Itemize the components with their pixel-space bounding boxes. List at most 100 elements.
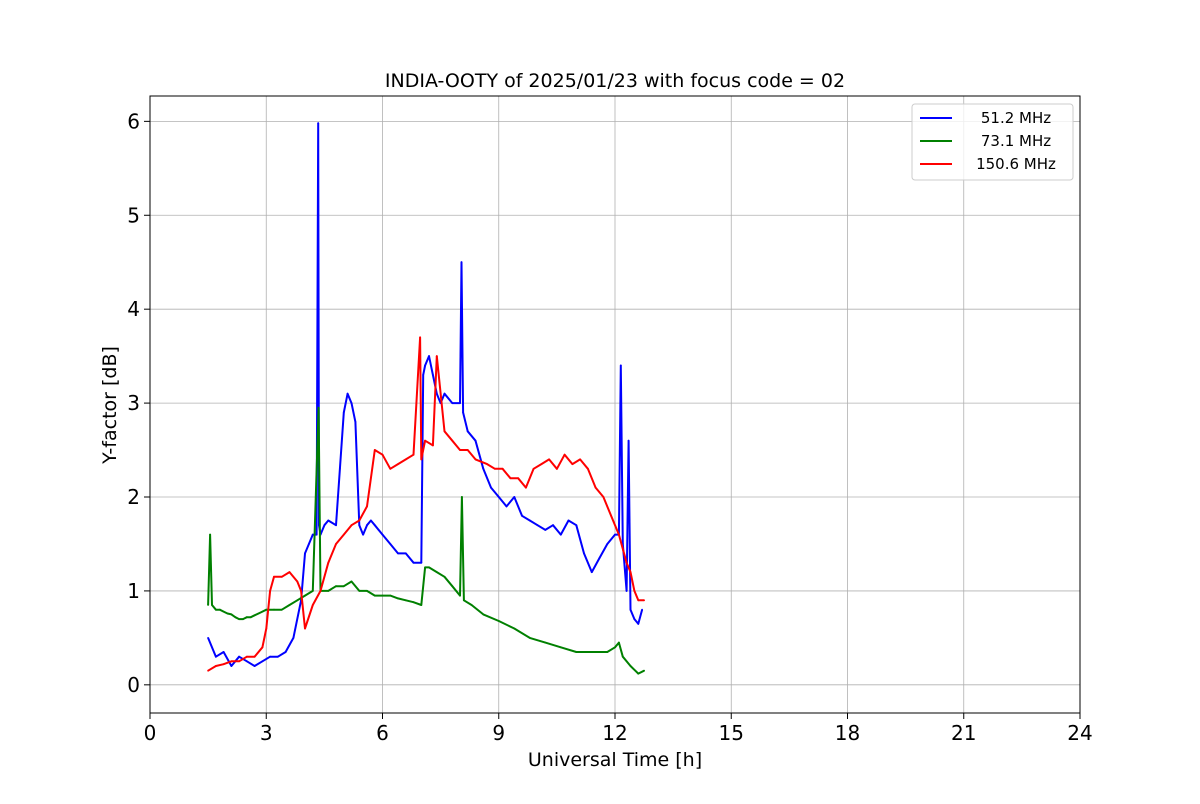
data-point (482, 467, 485, 470)
legend-label: 51.2 MHz (981, 109, 1051, 127)
data-point (627, 439, 630, 442)
data-point (230, 613, 233, 616)
data-point (304, 627, 306, 630)
data-point (381, 533, 384, 536)
data-point (366, 505, 368, 508)
data-point (497, 620, 500, 622)
data-point (466, 430, 469, 433)
data-point (525, 486, 527, 489)
data-point (373, 594, 376, 597)
data-point (317, 406, 320, 409)
data-point (633, 618, 636, 620)
data-point (370, 519, 372, 522)
data-point (253, 665, 256, 667)
data-point (253, 614, 256, 617)
data-point (273, 575, 275, 578)
data-point (346, 392, 349, 395)
data-point (366, 590, 368, 592)
data-point (482, 613, 485, 616)
x-tick-label: 24 (1067, 721, 1092, 745)
data-point (215, 608, 217, 611)
x-tick-label: 9 (492, 721, 505, 745)
data-point (397, 552, 399, 555)
data-point (277, 655, 279, 658)
data-point (422, 374, 425, 376)
x-tick-label: 18 (835, 721, 860, 745)
data-point (257, 612, 260, 615)
data-point (598, 557, 601, 559)
data-point (528, 519, 531, 522)
data-point (509, 477, 512, 480)
data-point (505, 505, 508, 508)
data-point (474, 439, 477, 442)
data-point (637, 672, 640, 675)
data-point (432, 374, 434, 376)
data-point (381, 594, 384, 597)
data-point (606, 543, 609, 545)
data-point (443, 575, 446, 578)
data-point (265, 627, 268, 630)
data-point (381, 453, 384, 456)
data-point (211, 604, 213, 606)
data-point (335, 524, 337, 527)
data-point (242, 618, 244, 620)
data-point (280, 575, 283, 578)
data-point (261, 660, 264, 663)
data-point (532, 467, 535, 470)
chart-title: INDIA-OOTY of 2025/01/23 with focus code… (385, 70, 845, 92)
data-point (269, 655, 271, 658)
data-point (528, 637, 531, 639)
data-point (373, 524, 376, 527)
data-point (559, 533, 562, 536)
data-point (358, 519, 361, 522)
data-point (540, 463, 543, 465)
x-tick-label: 15 (719, 721, 744, 745)
data-point (319, 590, 322, 592)
data-point (412, 601, 415, 604)
data-point (397, 463, 399, 465)
y-tick-label: 0 (127, 673, 140, 697)
data-point (548, 458, 550, 461)
data-point (419, 336, 421, 339)
data-point (222, 651, 225, 653)
data-point (397, 597, 399, 600)
data-point (428, 355, 430, 357)
data-point (567, 519, 570, 522)
series-line-0 (207, 122, 644, 667)
data-point (470, 604, 473, 606)
data-point (238, 655, 241, 658)
data-point (246, 655, 248, 658)
data-point (486, 463, 488, 465)
data-point (443, 392, 446, 395)
y-axis-label: Y-factor [dB] (99, 346, 121, 465)
data-point (424, 566, 426, 569)
data-point (362, 533, 364, 536)
data-point (579, 458, 581, 461)
data-point (350, 580, 353, 583)
data-point (373, 449, 376, 451)
data-point (420, 604, 423, 606)
data-point (602, 496, 605, 498)
data-point (354, 421, 357, 423)
data-point (633, 590, 636, 592)
data-point (300, 590, 302, 592)
data-point (587, 467, 589, 470)
data-point (451, 402, 454, 404)
data-point (536, 524, 539, 527)
data-point (501, 467, 504, 470)
data-point (222, 663, 225, 666)
data-point (451, 585, 454, 588)
data-point (296, 599, 299, 602)
data-point (610, 514, 612, 517)
data-point (218, 608, 221, 611)
data-point (358, 524, 361, 527)
data-point (435, 392, 438, 395)
data-point (234, 616, 237, 619)
data-point (350, 402, 353, 404)
data-point (215, 655, 217, 658)
legend-box (911, 103, 1074, 181)
data-point (412, 453, 415, 456)
data-point (641, 608, 643, 611)
data-point (288, 571, 291, 573)
